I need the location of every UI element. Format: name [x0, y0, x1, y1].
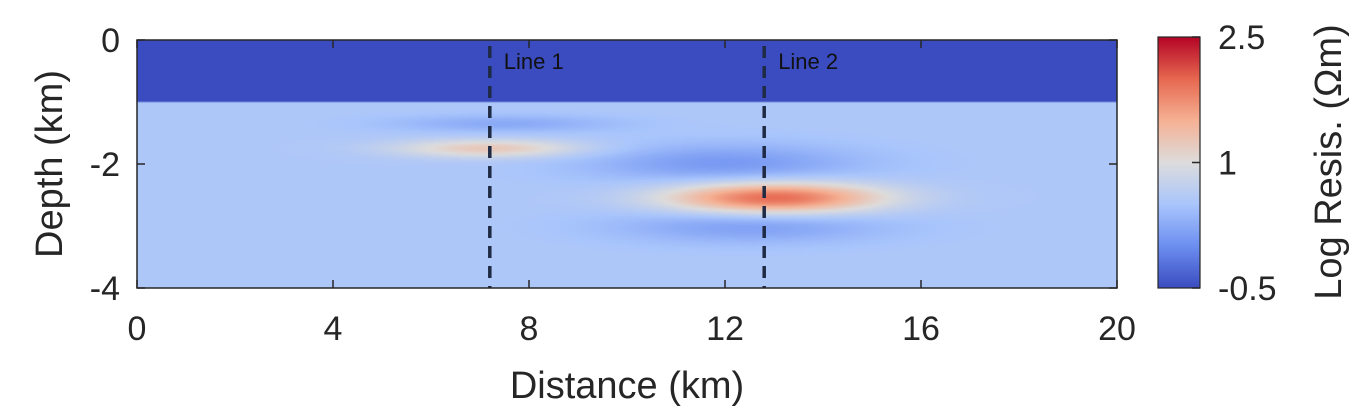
x-tick-label: 20 — [1098, 310, 1136, 348]
colorbar-tick-label: -0.5 — [1218, 270, 1277, 308]
x-tick-label: 0 — [128, 310, 147, 348]
profile-lines: Line 1 Line 2 — [488, 46, 838, 288]
y-tick-label: 0 — [101, 22, 120, 60]
colorbar-tick-label: 1 — [1218, 145, 1237, 183]
x-tick-label: 4 — [324, 310, 343, 348]
colorbar-tick-label: 2.5 — [1218, 19, 1265, 57]
colorbar: 2.5 1 -0.5 Log Resis. (Ωm) — [1157, 19, 1350, 308]
profile-line-label: Line 1 — [504, 49, 564, 74]
x-tick-label: 8 — [520, 310, 539, 348]
x-axis-title: Distance (km) — [510, 365, 744, 407]
resistivity-heatmap — [137, 40, 1117, 288]
colorbar-title: Log Resis. (Ωm) — [1308, 24, 1350, 299]
y-tick-label: -4 — [90, 270, 120, 308]
y-axis-title: Depth (km) — [29, 70, 71, 258]
x-axis: 0 4 8 12 16 20 — [128, 40, 1136, 348]
x-tick-label: 16 — [902, 310, 940, 348]
colorbar-ticks: 2.5 1 -0.5 — [1192, 19, 1277, 308]
y-axis: 0 -2 -4 — [90, 22, 1117, 308]
plot-area: Line 1 Line 2 — [136, 39, 1118, 289]
y-tick-label: -2 — [90, 146, 120, 184]
profile-line-label: Line 2 — [778, 49, 838, 74]
x-tick-label: 12 — [706, 310, 744, 348]
